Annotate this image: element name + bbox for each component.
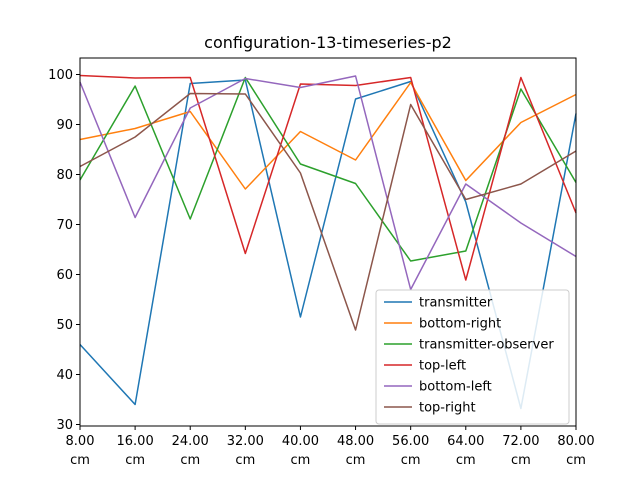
legend: transmitter bottom-right transmitter-obser…: [376, 290, 569, 424]
y-tick-label: 40: [56, 368, 73, 383]
y-tick-label: 70: [56, 218, 73, 233]
x-tick-label: 64.00: [447, 434, 484, 449]
legend-label-top-left: top-left: [419, 359, 466, 374]
y-tick-label: 90: [56, 118, 73, 133]
y-tick-label: 100: [48, 68, 73, 83]
x-tick-label-unit: cm: [70, 453, 90, 468]
x-tick-label: 8.00: [66, 434, 95, 449]
x-tick-label-unit: cm: [401, 453, 421, 468]
legend-label-bottom-left: bottom-left: [419, 380, 492, 395]
x-tick-label-unit: cm: [511, 453, 531, 468]
x-tick-label-unit: cm: [180, 453, 200, 468]
x-tick-label: 32.00: [227, 434, 264, 449]
x-tick-label: 80.00: [557, 434, 594, 449]
legend-label-transmitter-observer: transmitter-observer: [419, 338, 554, 353]
legend-label-transmitter: transmitter: [419, 296, 493, 311]
x-tick-label-unit: cm: [346, 453, 366, 468]
x-tick-label: 24.00: [172, 434, 209, 449]
y-tick-label: 60: [56, 268, 73, 283]
x-tick-label-unit: cm: [125, 453, 145, 468]
chart-title: configuration-13-timeseries-p2: [204, 33, 452, 52]
x-tick-label: 48.00: [337, 434, 374, 449]
y-tick-label: 50: [56, 318, 73, 333]
legend-label-top-right: top-right: [419, 401, 476, 416]
x-tick-label: 72.00: [502, 434, 539, 449]
x-tick-label-unit: cm: [291, 453, 311, 468]
y-tick-label: 30: [56, 418, 73, 433]
x-tick-label: 56.00: [392, 434, 429, 449]
x-tick-label: 40.00: [282, 434, 319, 449]
legend-label-bottom-right: bottom-right: [419, 317, 501, 332]
x-tick-label-unit: cm: [456, 453, 476, 468]
y-tick-label: 80: [56, 168, 73, 183]
x-tick-label-unit: cm: [566, 453, 586, 468]
x-tick-label-unit: cm: [235, 453, 255, 468]
x-tick-label: 16.00: [117, 434, 154, 449]
